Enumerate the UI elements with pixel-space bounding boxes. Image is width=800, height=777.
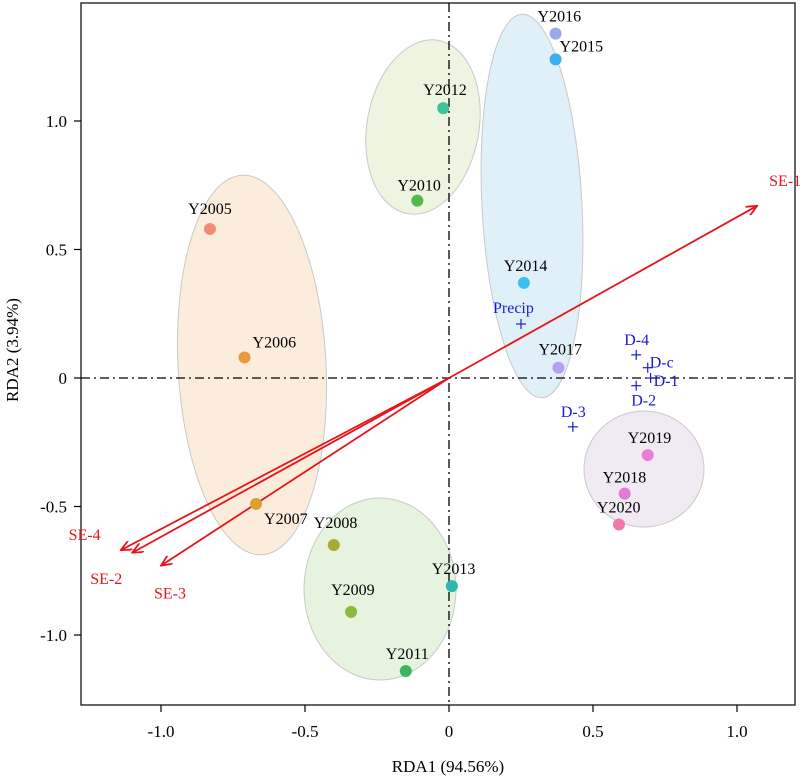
- x-tick-label: 0: [445, 722, 454, 741]
- point-y2009: [345, 605, 358, 618]
- arrow-se-2: [132, 377, 450, 553]
- arrow-label: SE-1: [769, 173, 800, 190]
- point-y2016: [549, 27, 562, 40]
- point-label: Y2019: [628, 430, 672, 447]
- point-label: Y2015: [560, 38, 604, 55]
- env-label: D-3: [561, 404, 586, 421]
- y-tick-label: 1.0: [46, 112, 67, 131]
- point-y2020: [612, 518, 625, 531]
- point-label: Y2009: [331, 582, 375, 599]
- point-label: Y2016: [538, 9, 582, 26]
- point-label: Y2008: [314, 515, 358, 532]
- point-label: Y2020: [597, 499, 641, 516]
- group-ellipse-3: [480, 13, 584, 399]
- y-tick-label: 0: [59, 369, 68, 388]
- point-y2012: [437, 102, 450, 115]
- arrow-se-3: [161, 377, 450, 566]
- y-axis-title: RDA2 (3.94%): [3, 298, 22, 402]
- env-label: D-2: [631, 393, 656, 410]
- arrow-se-1: [448, 206, 757, 379]
- point-y2018: [618, 487, 631, 500]
- x-tick-label: -1.0: [148, 722, 175, 741]
- plot-frame: [80, 2, 796, 706]
- group-ellipse-5: [583, 410, 705, 528]
- arrow-label: SE-3: [154, 586, 186, 603]
- arrow-label: SE-4: [69, 527, 101, 544]
- x-tick-label: 1.0: [726, 722, 747, 741]
- x-tick-label: -0.5: [292, 722, 319, 741]
- point-y2007: [250, 497, 263, 510]
- point-label: Y2007: [264, 511, 308, 528]
- group-ellipse-2: [365, 39, 481, 215]
- env-label: D-1: [654, 373, 679, 390]
- point-y2019: [641, 449, 654, 462]
- y-tick-label: -1.0: [40, 626, 67, 645]
- environment-points: Precip D-4D-cD-1 D-2 D-3: [493, 300, 678, 432]
- point-label: Y2018: [603, 470, 647, 487]
- point-label: Y2011: [386, 646, 429, 663]
- env-label: Precip: [493, 300, 534, 317]
- point-y2011: [399, 664, 412, 677]
- arrow-se-4: [121, 377, 450, 550]
- arrow-label: SE-2: [90, 571, 122, 588]
- x-axis-title: RDA1 (94.56%): [392, 757, 504, 776]
- x-tick-label: 0.5: [582, 722, 603, 741]
- point-y2017: [552, 361, 565, 374]
- y-tick-label: -0.5: [40, 498, 67, 517]
- point-label: Y2014: [504, 258, 548, 275]
- group-ellipses: [176, 13, 705, 681]
- point-label: Y2010: [397, 178, 441, 195]
- y-tick-label: 0.5: [46, 241, 67, 260]
- arrows: SE-1 SE-4 SE-2 SE-3: [69, 173, 800, 603]
- sample-points: Y2005 Y2006 Y2007 Y2008 Y2009 Y2010 Y2011 Y2012…: [188, 9, 671, 677]
- point-label: Y2012: [423, 82, 467, 99]
- point-y2005: [203, 222, 216, 235]
- env-label: D-4: [624, 332, 649, 349]
- point-label: Y2005: [188, 201, 232, 218]
- point-label: Y2017: [538, 342, 582, 359]
- point-y2008: [327, 539, 340, 552]
- point-y2014: [517, 276, 530, 289]
- point-y2013: [445, 580, 458, 593]
- env-label: D-c: [650, 355, 674, 372]
- point-y2015: [549, 53, 562, 66]
- point-y2006: [238, 351, 251, 364]
- group-ellipse-1: [176, 174, 328, 556]
- point-label: Y2006: [253, 334, 297, 351]
- point-y2010: [411, 194, 424, 207]
- point-label: Y2013: [432, 561, 476, 578]
